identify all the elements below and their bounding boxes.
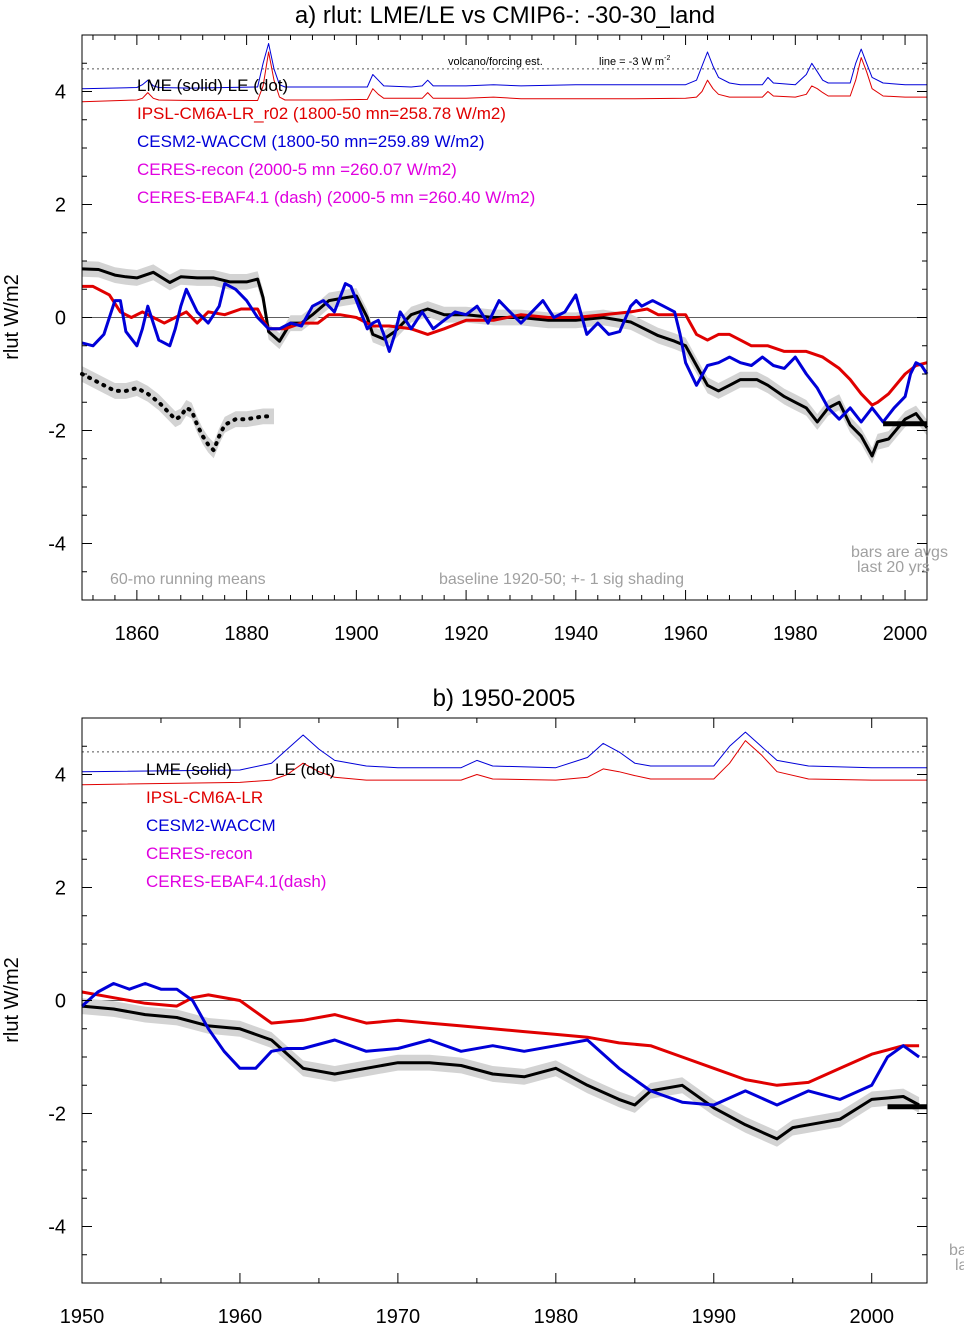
a-ytick-label: -2	[48, 421, 66, 443]
a-xtick-label: 1940	[554, 623, 599, 645]
a-series-volcano-forcing-est-ipsl-	[81, 51, 927, 103]
a-series-ipsl-cm6a-lr-r02	[82, 284, 928, 407]
b-series-lme-solid-	[81, 1004, 920, 1141]
panel-a-title: a) rlut: LME/LE vs CMIP6-: -30-30_land	[295, 2, 715, 29]
b-series-cesm2-waccm	[81, 982, 920, 1107]
panel-b-legend: LME (solid) LE (dot) IPSL-CM6A-LR CESM2-…	[146, 760, 335, 891]
panel-a-legend: LME (solid) LE (dot) IPSL-CM6A-LR_r02 (1…	[137, 76, 535, 207]
b-ytick-label: -4	[48, 1217, 66, 1239]
panel-b-chart: b) 1950-2005 rlut W/m2 1950 1960 1970 1980 1…	[1, 685, 964, 1325]
bars-note-line2: last 20 yrs	[857, 559, 930, 576]
a-ytick-label: 2	[55, 195, 66, 217]
a-ytick-label: -4	[48, 534, 66, 556]
panel-b-plot-area	[81, 731, 927, 1147]
running-mean-note: 60-mo running means	[110, 571, 266, 588]
panel-a-ylabel: rlut W/m2	[1, 274, 23, 360]
panel-b-title: b) 1950-2005	[433, 685, 576, 712]
a-xtick-label: 1920	[444, 623, 489, 645]
b-shade-0	[82, 998, 920, 1147]
legend-ipsl: IPSL-CM6A-LR_r02 (1800-50 mn=258.78 W/m2…	[137, 104, 506, 123]
legend-b-ceres-recon: CERES-recon	[146, 844, 253, 863]
a-xtick-label: 1980	[773, 623, 818, 645]
b-xtick-label: 1980	[534, 1306, 579, 1325]
volcano-note: volcano/forcing est.	[448, 56, 543, 68]
legend-b-cesm: CESM2-WACCM	[146, 816, 276, 835]
a-xtick-label: 1880	[224, 623, 269, 645]
bars-note-b-line1: ba	[949, 1242, 964, 1259]
legend-b-ceres-ebaf: CERES-EBAF4.1(dash)	[146, 872, 326, 891]
b-xtick-label: 1970	[376, 1306, 421, 1325]
b-ytick-label: -2	[48, 1104, 66, 1126]
a-xtick-label: 1900	[334, 623, 379, 645]
b-xtick-label: 2000	[849, 1306, 894, 1325]
panel-a-chart: a) rlut: LME/LE vs CMIP6-: -30-30_land r…	[1, 2, 948, 645]
legend-b-lme: LME (solid)	[146, 760, 232, 779]
panel-b-ylabel: rlut W/m2	[1, 957, 23, 1043]
a-series-le-dot-	[80, 372, 276, 453]
bars-note-b-line2: la	[955, 1257, 964, 1274]
a-xtick-label: 1960	[663, 623, 708, 645]
panel-a-axes: 1860 1880 1900 1920 1940 1960 1980 2000 -4 -2 0 2 4	[48, 34, 928, 645]
a-shade-1	[82, 366, 274, 459]
b-xtick-label: 1990	[692, 1306, 737, 1325]
a-ytick-label: 4	[55, 82, 66, 104]
legend-lme-le: LME (solid) LE (dot)	[137, 76, 288, 95]
b-ytick-label: 4	[55, 765, 66, 787]
b-series-volcano-forcing-est-ipsl-	[81, 740, 927, 786]
a-series-lme-solid-	[81, 267, 929, 458]
b-ytick-label: 0	[55, 991, 66, 1013]
legend-cesm: CESM2-WACCM (1800-50 mn=259.89 W/m2)	[137, 132, 485, 151]
b-series-ipsl-cm6a-lr	[81, 990, 920, 1087]
a-ytick-label: 0	[55, 308, 66, 330]
a-series-volcano-forcing-est-cesm-	[81, 43, 927, 90]
legend-ceres-recon: CERES-recon (2000-5 mn =260.07 W/m2)	[137, 160, 457, 179]
a-xtick-label: 1860	[115, 623, 160, 645]
bars-note-line1: bars are avgs	[851, 544, 948, 561]
a-xtick-label: 2000	[883, 623, 928, 645]
b-series-volcano-forcing-est-cesm-	[81, 731, 927, 773]
legend-b-ipsl: IPSL-CM6A-LR	[146, 788, 263, 807]
a-series-cesm2-waccm	[81, 282, 929, 424]
panel-a-plot-area	[80, 43, 929, 464]
legend-ceres-ebaf: CERES-EBAF4.1 (dash) (2000-5 mn =260.40 …	[137, 188, 535, 207]
legend-b-le: LE (dot)	[275, 760, 335, 779]
b-ytick-label: 2	[55, 878, 66, 900]
b-xtick-label: 1960	[218, 1306, 263, 1325]
panel-b-axes: 1950 1960 1970 1980 1990 2000 -4 -2 0 2 4	[48, 717, 927, 1325]
b-xtick-label: 1950	[60, 1306, 105, 1325]
baseline-note: baseline 1920-50; +- 1 sig shading	[439, 571, 684, 588]
line-note: line = -3 W m-2	[599, 55, 670, 68]
